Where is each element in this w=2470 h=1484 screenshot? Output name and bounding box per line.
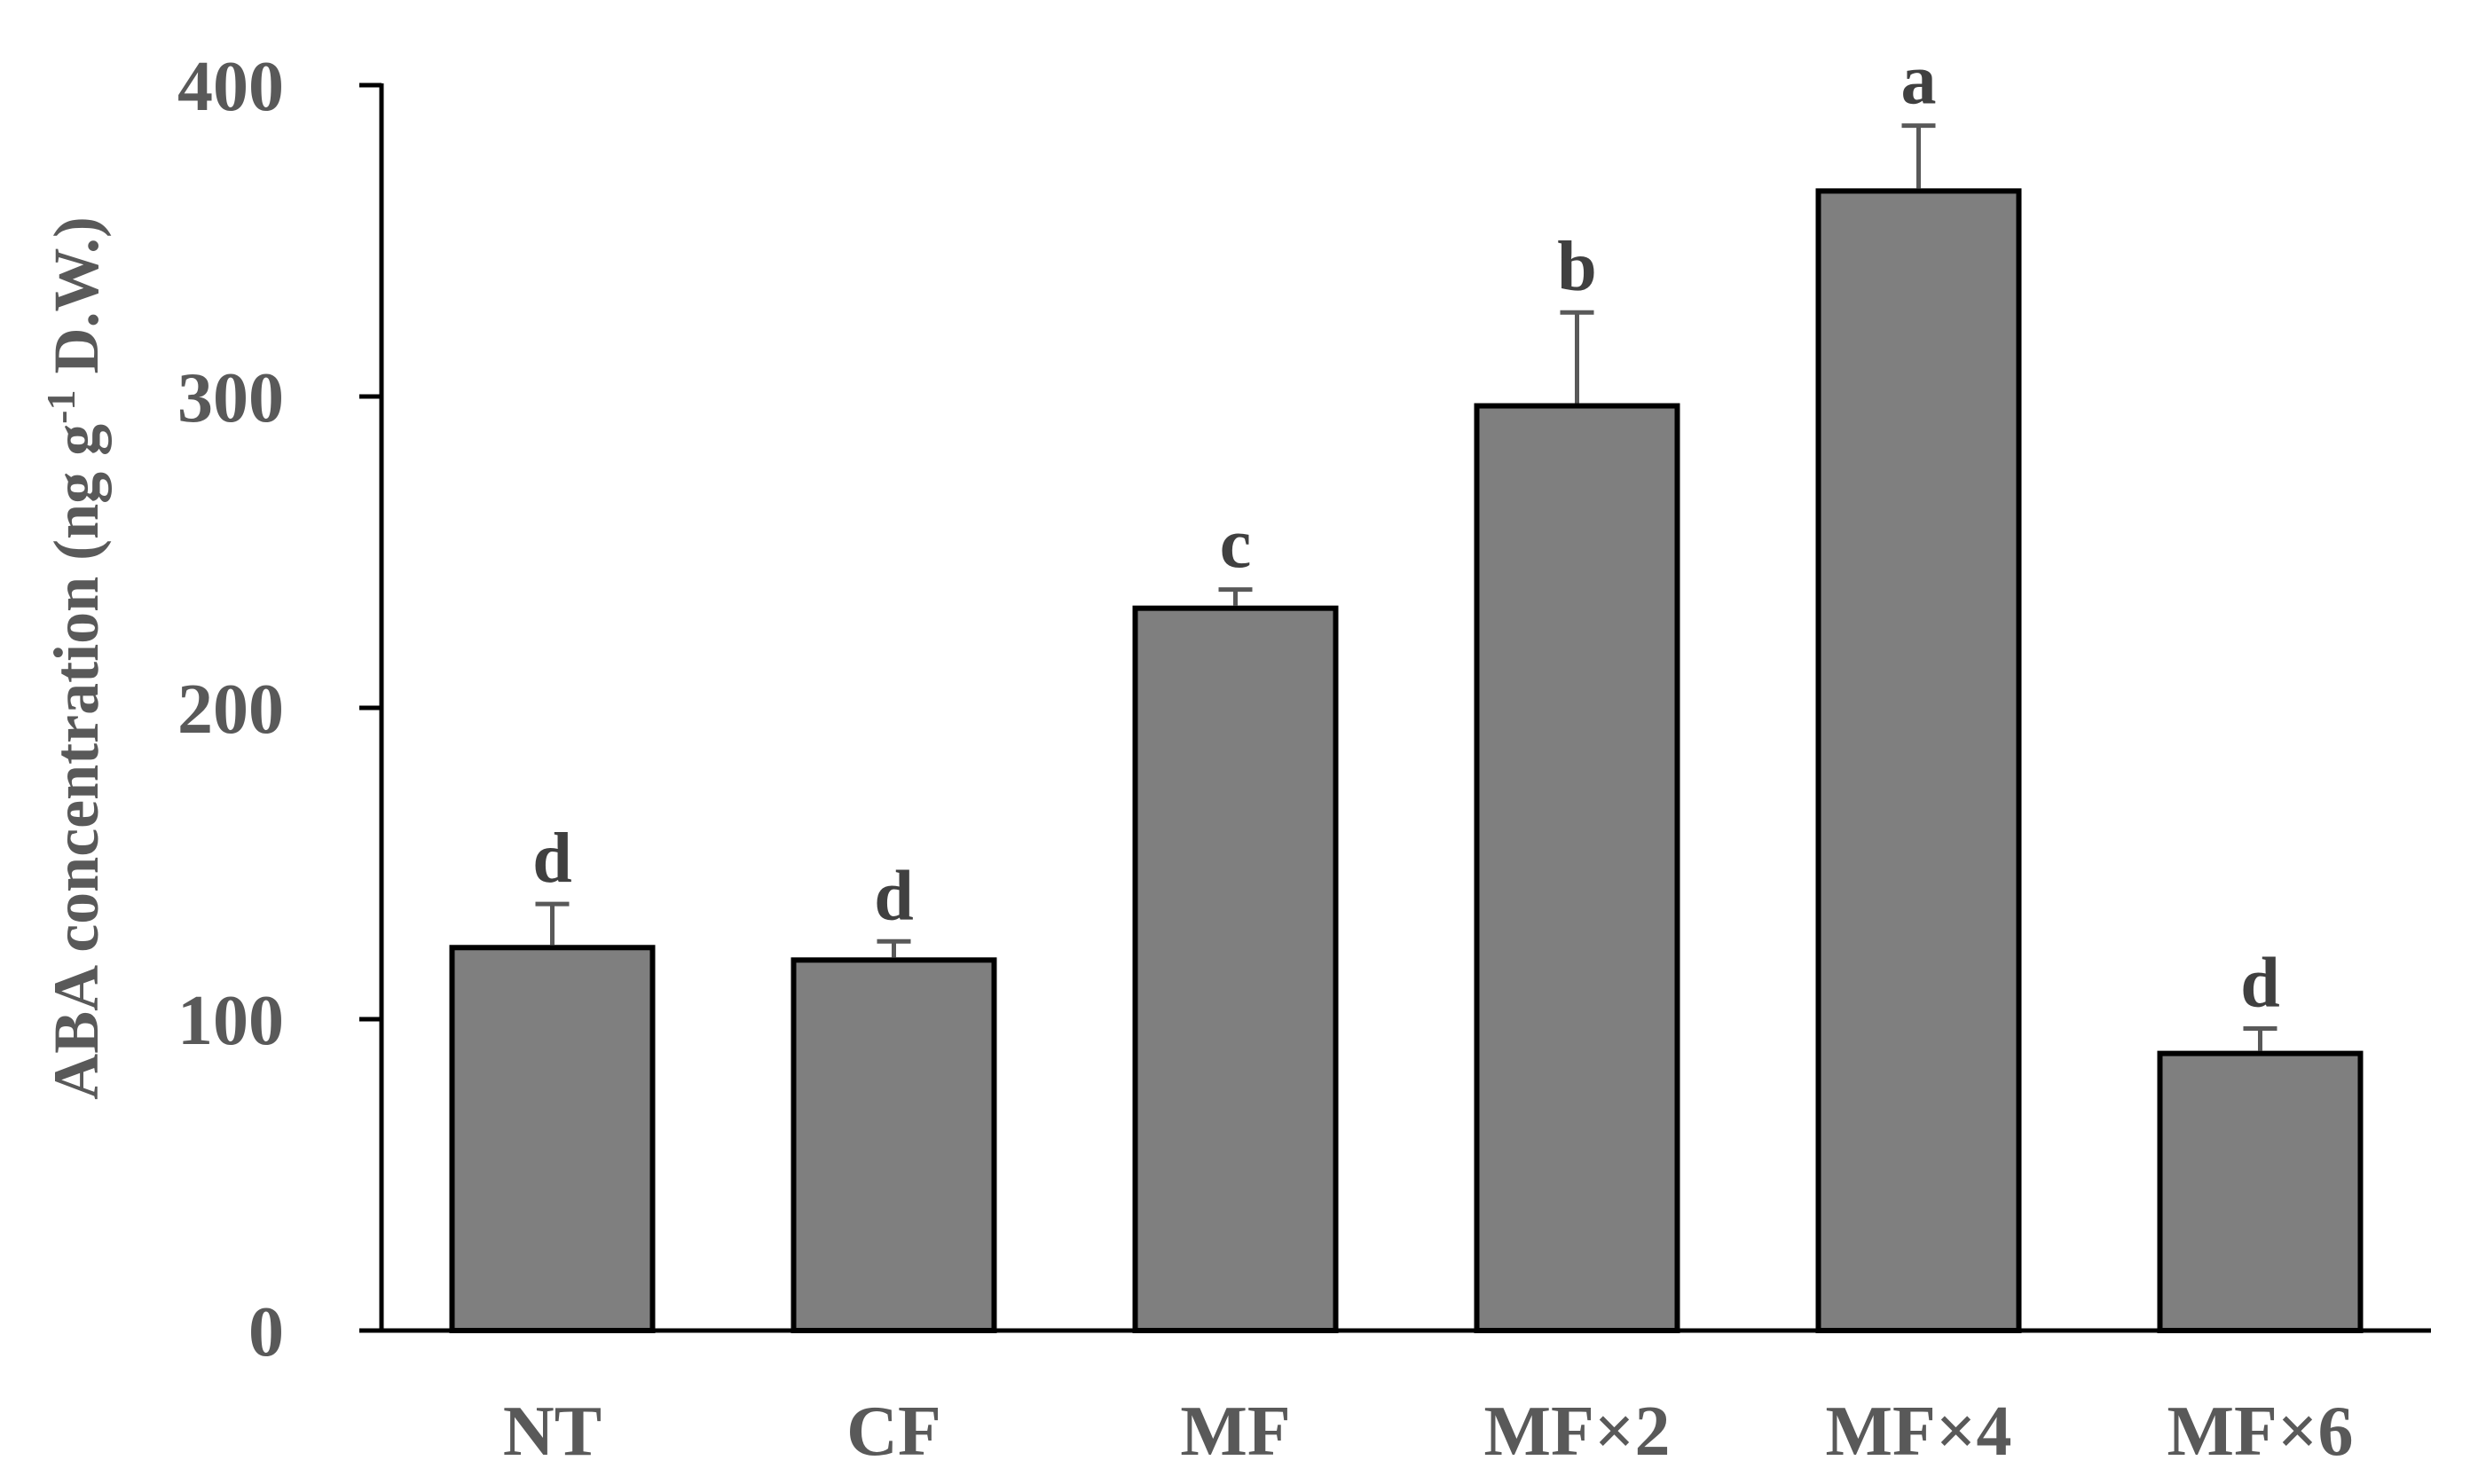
significance-label: a [1901,42,1937,120]
y-tick-label: 300 [177,359,284,437]
y-tick-label: 200 [177,671,284,749]
significance-label: d [874,857,914,935]
labels: d NT d CF c MF b MF×2 a MF×4 d MF×6 [503,42,2354,1471]
y-axis-title-tail: D.W.) [41,216,112,389]
y-tick-label: 100 [177,982,284,1060]
significance-label: d [2240,945,2280,1023]
y-axis-title: ABA concentration (ng g-1 D.W.) [38,216,112,1100]
bars [449,188,2364,1334]
bar [791,957,997,1334]
significance-label: c [1220,506,1252,584]
bar [2157,1050,2364,1333]
x-category-label: MF×4 [1826,1393,2012,1471]
x-category-label: MF×2 [1484,1393,1671,1471]
bar [449,945,656,1334]
significance-label: d [532,820,572,898]
error-bars [535,123,2277,1051]
x-category-label: MF [1180,1393,1290,1471]
x-category-label: NT [503,1393,602,1471]
bar [1815,188,2022,1334]
y-axis-title-superscript: -1 [38,390,83,424]
axes: 0 100 200 300 400 [177,48,2431,1371]
significance-label: b [1557,228,1597,306]
y-axis-title-main: ABA concentration (ng g [41,424,112,1100]
x-category-label: MF×6 [2167,1393,2354,1471]
x-category-label: CF [846,1393,941,1471]
bar [1474,403,1680,1333]
bar [1132,605,1339,1333]
y-tick-label: 0 [248,1293,284,1371]
y-tick-label: 400 [177,48,284,126]
